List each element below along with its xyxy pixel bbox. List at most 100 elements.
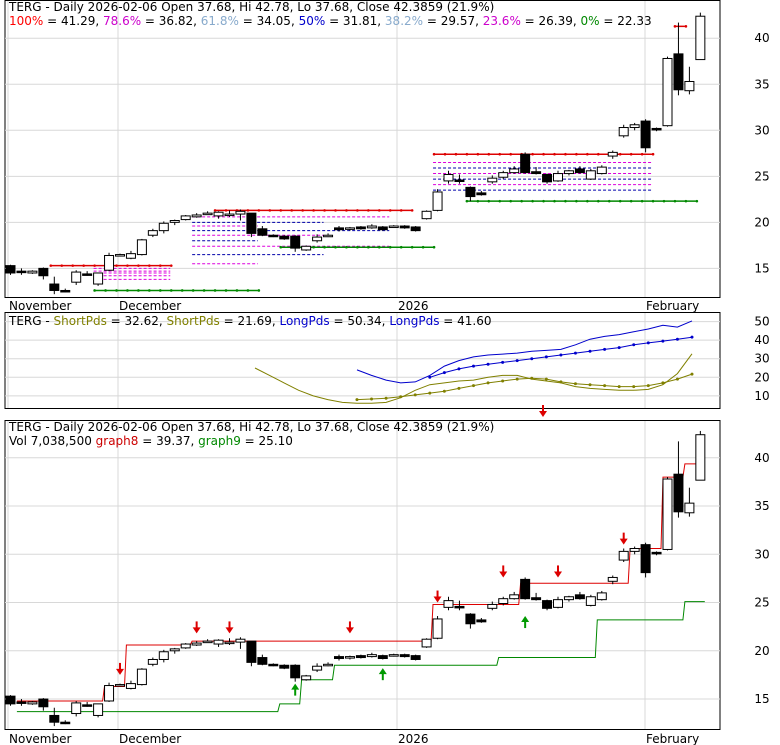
candle [388, 653, 399, 657]
resistance-line-dot [465, 152, 469, 156]
candle [104, 682, 115, 702]
sell-arrow-icon [225, 621, 234, 634]
candle-body [465, 613, 476, 625]
candle-body [279, 235, 290, 240]
support-line-dot [202, 289, 206, 292]
periods-y-axis: 10 20 30 40 50 [754, 315, 769, 403]
candle [640, 119, 651, 153]
candle [344, 226, 355, 231]
candle-body [531, 171, 542, 175]
y-tick-label: 15 [754, 261, 769, 275]
periods-series-dot [355, 398, 359, 402]
candle-body [202, 212, 213, 216]
candle-body [268, 663, 279, 667]
candle-body [366, 225, 377, 229]
candle-body [596, 166, 607, 175]
candle [158, 221, 169, 234]
candle-body [344, 656, 355, 659]
candle-body [49, 714, 60, 723]
candle-body [432, 191, 443, 211]
periods-series-dot [486, 381, 490, 385]
periods-series-dot [486, 362, 490, 366]
support-line-dot [279, 245, 283, 249]
periods-panel-frame [4, 312, 721, 409]
candle [279, 235, 290, 240]
candle [5, 695, 16, 706]
periods-series-dot [573, 382, 577, 386]
candle-body [323, 234, 334, 238]
periods-series-dot [442, 371, 446, 375]
candle-body [93, 703, 104, 716]
x-tick-label: February [646, 299, 699, 313]
support-line-dot [684, 199, 688, 203]
candle-body [147, 658, 158, 665]
periods-series-dot [530, 376, 534, 380]
candle [673, 22, 684, 96]
resistance-line-dot [498, 152, 502, 156]
candle [235, 209, 246, 221]
resistance-line-dot [367, 209, 370, 212]
graph9-line [16, 601, 705, 713]
candle-body [312, 665, 323, 671]
candle-body [334, 227, 344, 231]
support-line-dot [323, 245, 326, 249]
resistance-line-dot [399, 209, 403, 212]
resistance-line-dot [575, 152, 578, 156]
candle-body [158, 222, 169, 232]
candle-body [629, 124, 640, 129]
candle [553, 596, 563, 609]
candle-body [563, 170, 574, 175]
candle-body [38, 698, 49, 708]
support-line-dot [487, 199, 491, 203]
periods-series-dot [675, 337, 679, 341]
x-tick-label: February [646, 732, 699, 745]
candle-body [673, 473, 684, 513]
support-line-dot [191, 289, 195, 292]
arrow-head [345, 627, 354, 634]
candle-body [279, 664, 290, 669]
candle [71, 270, 82, 285]
candle-body [487, 177, 498, 183]
support-line-dot [695, 199, 699, 203]
resistance-line-dot [432, 152, 436, 156]
candle [454, 600, 465, 611]
periods-series-line [356, 320, 693, 384]
candle [16, 699, 27, 706]
periods-series-dot [530, 357, 534, 361]
support-line-dot [618, 199, 622, 203]
resistance-line-dot [246, 209, 250, 212]
candle [246, 212, 257, 238]
candle [202, 211, 213, 216]
support-line-dot [651, 199, 655, 203]
candle [301, 674, 312, 681]
candle [125, 250, 136, 260]
periods-series-dot [617, 385, 621, 389]
candle [38, 267, 49, 280]
resistance-line-dot [301, 209, 304, 212]
resistance-line-dot [378, 209, 381, 212]
candle [60, 288, 71, 293]
resistance-line-dot [213, 209, 217, 212]
candle [202, 639, 213, 644]
price-panel-grid [5, 1, 720, 297]
candle-body [531, 597, 542, 601]
candle [388, 225, 399, 229]
candle-body [498, 598, 509, 605]
periods-series-dot [675, 377, 679, 381]
arrow-head [619, 538, 628, 545]
candle-body [487, 603, 498, 609]
x-tick-label: 2026 [398, 299, 429, 313]
candle-body [290, 235, 301, 249]
periods-series-dot [413, 393, 417, 397]
candle [574, 591, 585, 600]
resistance-line-dot [454, 152, 458, 156]
candle [542, 599, 553, 611]
candle [695, 12, 706, 61]
candle [169, 219, 180, 226]
candle-body [180, 215, 191, 221]
candle [618, 548, 629, 563]
periods-series-dot [690, 335, 694, 339]
candle-body [180, 643, 191, 649]
candle-body [136, 668, 147, 686]
resistance-line-dot [597, 152, 600, 156]
